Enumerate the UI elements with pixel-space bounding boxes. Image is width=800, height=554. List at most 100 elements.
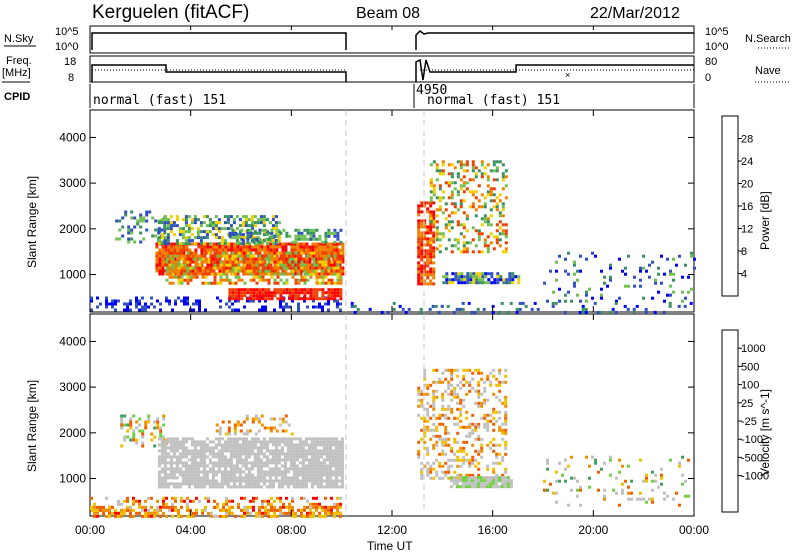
heatmap-cell xyxy=(492,443,496,447)
heatmap-cell xyxy=(304,467,308,471)
heatmap-cell xyxy=(163,461,167,465)
heatmap-cell xyxy=(270,234,274,238)
heatmap-cell xyxy=(166,473,170,477)
heatmap-cell xyxy=(453,211,457,215)
heatmap-cell xyxy=(265,455,269,459)
heatmap-cell xyxy=(265,218,269,222)
heatmap-cell xyxy=(114,508,117,512)
heatmap-cell xyxy=(247,449,251,453)
heatmap-cell xyxy=(162,496,165,500)
heatmap-cell xyxy=(238,446,242,450)
heatmap-cell xyxy=(172,455,176,459)
heatmap-cell xyxy=(332,260,336,264)
heatmap-cell xyxy=(301,449,305,453)
heatmap-cell xyxy=(177,269,181,273)
heatmap-cell xyxy=(324,297,328,301)
heatmap-cell xyxy=(235,479,239,483)
heatmap-cell xyxy=(240,266,244,270)
heatmap-cell xyxy=(477,437,481,441)
heatmap-cell xyxy=(615,491,618,495)
heatmap-cell xyxy=(504,410,508,414)
heatmap-cell xyxy=(282,297,286,301)
heatmap-cell xyxy=(243,511,246,515)
heatmap-cell xyxy=(282,511,285,515)
heatmap-cell xyxy=(289,461,293,465)
heatmap-cell xyxy=(120,426,124,430)
heatmap-cell xyxy=(159,435,163,439)
heatmap-cell xyxy=(426,255,430,259)
heatmap-cell xyxy=(241,479,245,483)
heatmap-cell xyxy=(144,302,147,306)
heatmap-cell xyxy=(271,461,275,465)
heatmap-cell xyxy=(171,508,174,512)
heatmap-cell xyxy=(177,296,180,300)
heatmap-cell xyxy=(450,377,454,381)
heatmap-cell xyxy=(183,296,186,300)
heatmap-cell xyxy=(335,245,339,249)
heatmap-cell xyxy=(336,254,340,258)
heatmap-cell xyxy=(232,236,236,240)
heatmap-cell xyxy=(177,263,181,267)
heatmap-cell xyxy=(208,224,212,228)
heatmap-cell xyxy=(263,426,267,430)
heatmap-cell xyxy=(185,272,189,276)
heatmap-cell xyxy=(335,242,339,246)
heatmap-cell xyxy=(444,208,448,212)
heatmap-cell xyxy=(429,196,433,200)
heatmap-cell xyxy=(121,234,125,238)
heatmap-cell xyxy=(184,215,188,219)
heatmap-cell xyxy=(178,446,182,450)
heatmap-cell xyxy=(506,482,510,486)
heatmap-cell xyxy=(190,437,194,441)
heatmap-cell xyxy=(269,242,273,246)
heatmap-cell xyxy=(208,467,212,471)
heatmap-cell xyxy=(184,476,188,480)
heatmap-cell xyxy=(432,276,436,280)
heatmap-cell xyxy=(353,304,357,308)
heatmap-cell xyxy=(459,425,463,429)
heatmap-cell xyxy=(240,237,244,241)
heatmap-cell xyxy=(160,218,164,222)
heatmap-cell xyxy=(465,160,469,164)
heatmap-cell xyxy=(504,250,508,254)
heatmap-cell xyxy=(450,250,454,254)
heatmap-cell xyxy=(495,223,499,227)
heatmap-cell xyxy=(465,229,469,233)
heatmap-cell xyxy=(194,269,198,273)
heatmap-cell xyxy=(473,479,477,483)
heatmap-cell xyxy=(258,231,262,235)
heatmap-cell xyxy=(196,482,200,486)
heatmap-cell xyxy=(166,242,170,246)
heatmap-cell xyxy=(468,425,472,429)
heatmap-cell xyxy=(307,437,311,441)
heatmap-cell xyxy=(474,401,478,405)
heatmap-cell xyxy=(165,278,169,282)
heatmap-cell xyxy=(202,242,206,246)
heatmap-cell xyxy=(284,242,288,246)
heatmap-cell xyxy=(132,496,135,500)
heatmap-cell xyxy=(217,443,221,447)
heatmap-cell xyxy=(558,461,561,465)
heatmap-cell xyxy=(576,293,579,297)
heatmap-cell xyxy=(190,464,194,468)
heatmap-cell xyxy=(420,231,424,235)
heatmap-cell xyxy=(223,227,227,231)
heatmap-cell xyxy=(444,437,448,441)
heatmap-cell xyxy=(250,482,254,486)
colorbar-tick-label: 100 xyxy=(741,380,759,392)
heatmap-cell xyxy=(314,242,318,246)
heatmap-cell xyxy=(228,299,231,303)
heatmap-cell xyxy=(243,257,247,261)
heatmap-cell xyxy=(217,221,221,225)
heatmap-cell xyxy=(187,437,191,441)
heatmap-cell xyxy=(282,260,286,264)
heatmap-cell xyxy=(247,482,251,486)
y-tick-label: 3000 xyxy=(59,380,86,394)
heatmap-cell xyxy=(139,213,143,217)
heatmap-cell xyxy=(445,281,449,285)
nave-tick-bottom: 0 xyxy=(705,72,711,84)
heatmap-cell xyxy=(426,407,430,411)
heatmap-cell xyxy=(420,401,424,405)
heatmap-cell xyxy=(336,281,340,285)
heatmap-cell xyxy=(614,301,618,305)
